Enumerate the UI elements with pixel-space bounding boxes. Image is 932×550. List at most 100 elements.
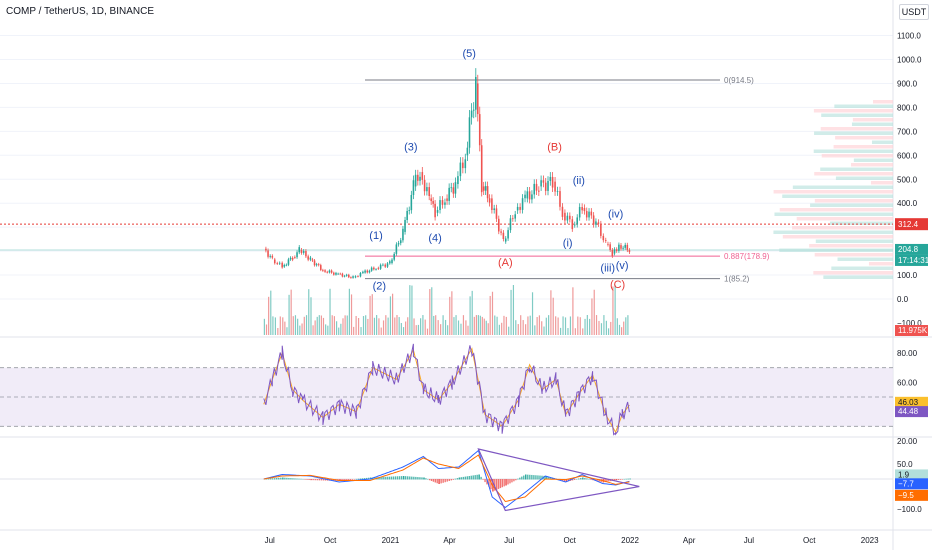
macd-histogram-bar xyxy=(527,474,529,480)
rsi-tick-label: 80.00 xyxy=(897,349,918,358)
volume-bar xyxy=(294,315,297,335)
volume-bar xyxy=(449,296,451,335)
candle-body xyxy=(330,270,333,273)
candle-body xyxy=(311,259,314,261)
rsi-ma-badge-bg xyxy=(895,396,928,408)
macd-histogram-bar xyxy=(290,478,292,480)
volume-bar xyxy=(308,289,310,335)
candle-body xyxy=(559,191,561,207)
macd-histogram-bar xyxy=(396,476,399,480)
candle-body xyxy=(389,261,391,264)
candle-body xyxy=(626,244,629,251)
volume-bar xyxy=(318,315,320,335)
wave-label: (B) xyxy=(547,142,562,154)
volume-bar xyxy=(442,315,444,335)
fib-label: 0.887(178.9) xyxy=(724,252,770,261)
macd-histogram-bar xyxy=(588,478,590,480)
volume-bar xyxy=(550,290,552,335)
volume-profile-bar xyxy=(821,113,893,117)
volume-bar xyxy=(501,322,503,335)
price-tick-label: 900.0 xyxy=(897,79,918,88)
macd-histogram-bar xyxy=(604,479,606,483)
macd-histogram-bar xyxy=(497,479,500,489)
volume-bar xyxy=(582,328,584,335)
currency-button[interactable]: USDT xyxy=(899,4,929,20)
volume-bar xyxy=(485,320,487,335)
volume-profile-bar xyxy=(837,257,893,261)
candle-body xyxy=(406,210,408,220)
candle-body xyxy=(302,251,305,253)
volume-bar xyxy=(362,316,365,335)
candle-body xyxy=(326,271,329,273)
macd-histogram-bar xyxy=(388,476,390,480)
volume-bar xyxy=(431,287,433,335)
macd-histogram-bar xyxy=(314,479,316,481)
volume-bar xyxy=(400,323,402,335)
macd-histogram-bar xyxy=(466,476,469,480)
price-tick-label: 0.0 xyxy=(897,295,909,304)
candle-body xyxy=(604,240,607,241)
macd-histogram-bar xyxy=(509,479,511,484)
volume-bar xyxy=(392,293,394,335)
macd-histogram-bar xyxy=(476,474,478,480)
candle-body xyxy=(430,198,432,202)
volume-profile-bar xyxy=(813,271,893,275)
macd-histogram-bar xyxy=(565,479,568,482)
macd-histogram-bar xyxy=(529,474,531,480)
candle-body xyxy=(347,274,350,278)
volume-bar xyxy=(605,320,607,335)
price-tick-label: 700.0 xyxy=(897,127,918,136)
candle-body xyxy=(446,198,448,201)
volume-bar xyxy=(411,285,413,335)
candle-body xyxy=(468,117,471,148)
candle-body xyxy=(315,264,318,266)
macd-histogram-bar xyxy=(304,479,306,480)
candle-body xyxy=(528,191,531,200)
macd-histogram-bar xyxy=(436,479,438,484)
volume-bar xyxy=(444,319,447,335)
macd-histogram-bar xyxy=(627,478,629,480)
macd-histogram-bar xyxy=(280,477,282,480)
macd-histogram-bar xyxy=(419,477,421,480)
volume-bar xyxy=(348,288,350,335)
macd-histogram-bar xyxy=(535,475,537,480)
wave-label: (4) xyxy=(428,233,441,245)
macd-histogram-bar xyxy=(409,476,411,480)
candle-body xyxy=(373,267,375,270)
volume-profile-bar xyxy=(813,149,893,153)
macd-histogram-bar xyxy=(478,474,480,480)
macd-histogram-bar xyxy=(578,478,580,480)
macd-histogram-bar xyxy=(464,476,467,480)
macd-histogram-bar xyxy=(300,478,302,480)
macd-histogram-bar xyxy=(284,477,286,480)
current-price-badge-bg xyxy=(895,243,928,255)
macd-histogram-bar xyxy=(573,479,576,480)
candle-body xyxy=(573,224,576,226)
candle-body xyxy=(540,180,542,187)
candle-body xyxy=(402,228,404,241)
candle-body xyxy=(294,257,296,258)
candle-body xyxy=(459,162,462,177)
macd-histogram-bar xyxy=(324,479,327,481)
candle-body xyxy=(615,249,618,251)
candle-body xyxy=(375,269,377,271)
candle-body xyxy=(412,180,415,195)
macd-histogram-bar xyxy=(586,478,588,480)
volume-profile-bar xyxy=(813,109,893,113)
macd-histogram-bar xyxy=(296,478,298,480)
volume-bar xyxy=(548,315,550,335)
macd-histogram-bar xyxy=(306,479,308,480)
candle-body xyxy=(504,238,507,242)
candle-body xyxy=(618,244,620,251)
time-tick-label: 2023 xyxy=(861,536,879,545)
macd-histogram-bar xyxy=(382,476,384,480)
volume-bar xyxy=(398,317,400,335)
volume-bar xyxy=(437,320,439,335)
macd-histogram-bar xyxy=(563,479,566,482)
macd-histogram-bar xyxy=(384,476,386,480)
macd-badge: −7.7 xyxy=(898,479,914,488)
macd-histogram-bar xyxy=(613,479,616,481)
macd-histogram-bar xyxy=(488,479,490,487)
candle-body xyxy=(333,272,335,275)
